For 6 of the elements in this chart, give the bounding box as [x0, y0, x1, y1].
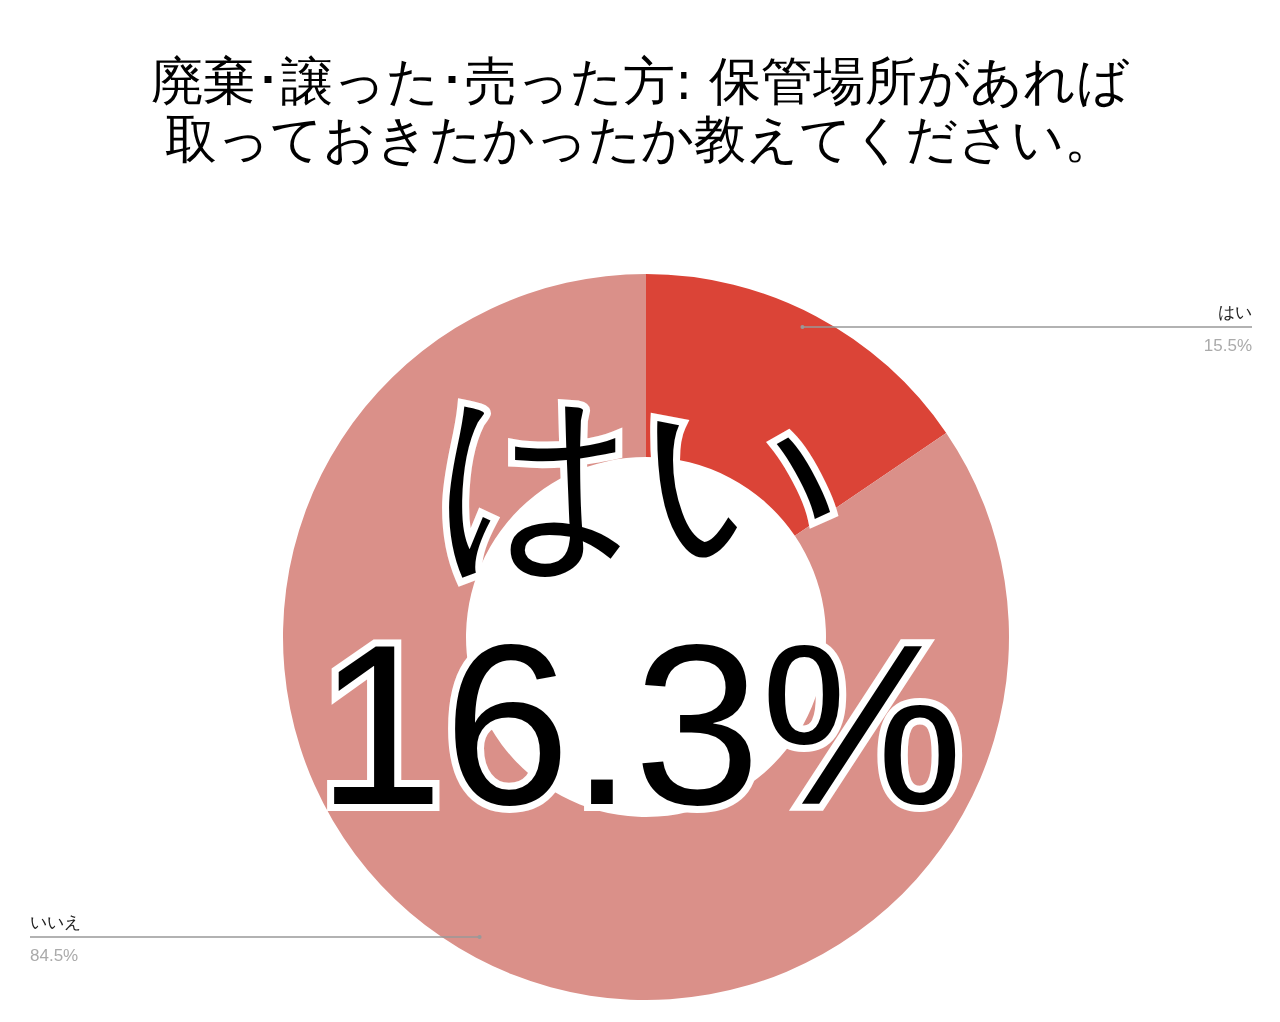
text: 16.3% — [315, 597, 965, 855]
data-label: 84.5% — [30, 945, 79, 965]
chart-title: 廃棄･譲った･売った方: 保管場所があれば取っておきたかったか教えてください。 — [149, 51, 1131, 169]
data-label: 15.5% — [1203, 336, 1252, 356]
slice-label: いいえ — [30, 911, 81, 932]
slice-label: はい — [1218, 302, 1252, 323]
